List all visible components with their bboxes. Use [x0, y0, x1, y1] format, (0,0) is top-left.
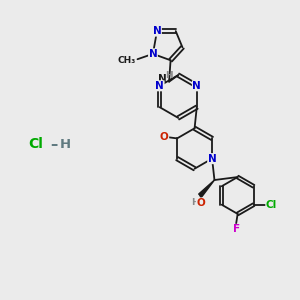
Text: –: –	[50, 136, 57, 152]
Polygon shape	[199, 180, 214, 197]
Text: N: N	[155, 81, 164, 91]
Text: N: N	[192, 81, 201, 91]
Text: N: N	[208, 154, 217, 164]
Text: Cl: Cl	[266, 200, 277, 210]
Text: N: N	[148, 49, 157, 59]
Text: H: H	[60, 138, 71, 151]
Text: O: O	[196, 198, 205, 208]
Text: F: F	[232, 224, 240, 234]
Text: H: H	[165, 70, 172, 80]
Text: N: N	[153, 26, 161, 36]
Text: CH₃: CH₃	[118, 56, 136, 65]
Text: H: H	[191, 198, 199, 207]
Text: Cl: Cl	[28, 137, 43, 151]
Text: N: N	[158, 74, 167, 84]
Text: O: O	[160, 132, 169, 142]
